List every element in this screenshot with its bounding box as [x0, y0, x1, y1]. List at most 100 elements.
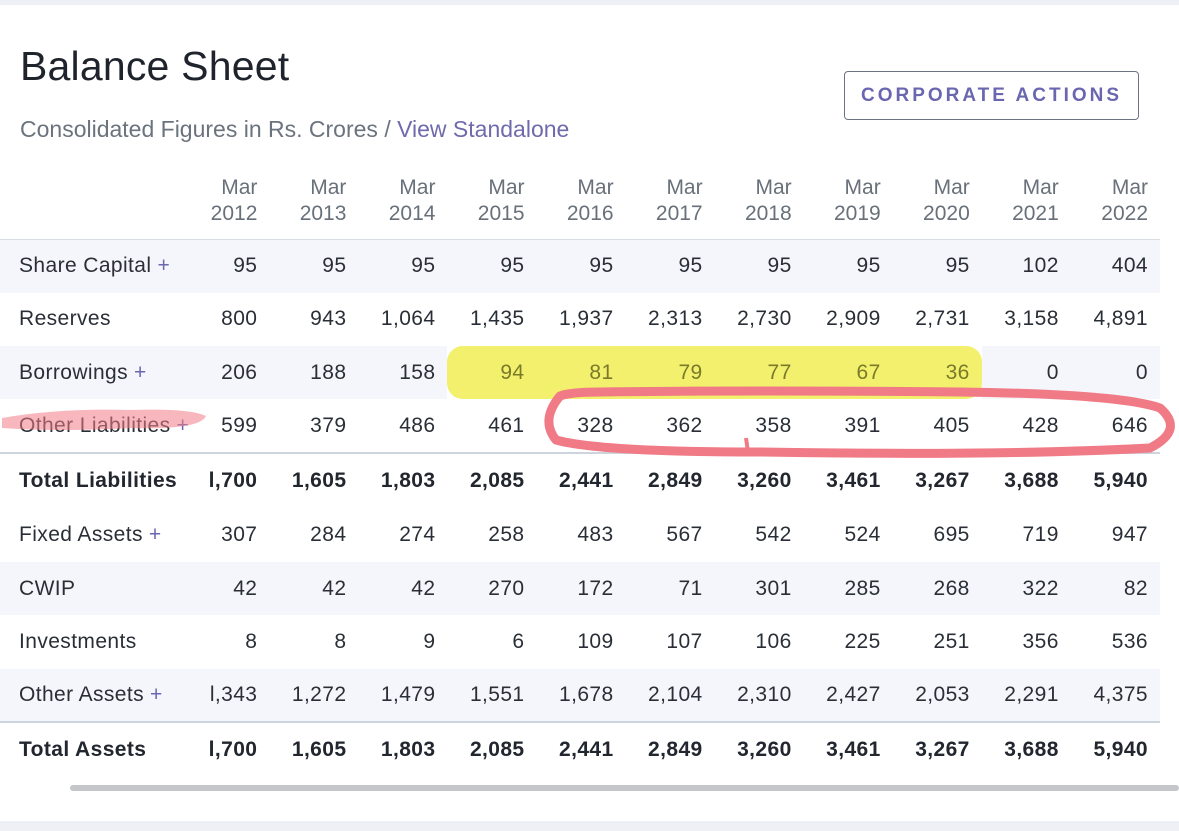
cell-value: 42 [322, 576, 347, 600]
cell-value: 270 [488, 576, 525, 600]
row-label: Total Assets [0, 722, 180, 778]
header-label-cell [0, 163, 181, 240]
cell-value: 67 [856, 360, 881, 384]
horizontal-scrollbar[interactable] [70, 785, 1179, 791]
table-cell: 106 [715, 615, 804, 668]
cell-value: 8 [334, 629, 347, 653]
table-cell: 2,104 [625, 668, 715, 723]
table-cell: 2,849 [626, 722, 715, 778]
cell-value: 0 [1135, 360, 1148, 384]
cell-value: 3,267 [915, 469, 970, 493]
balance-sheet-table: Mar 2012 Mar 2013 Mar 2014 Mar 2015 Mar 2016 Mar 20… [0, 163, 1160, 778]
column-year: 2012 [210, 202, 258, 225]
table-cell: l,700 [180, 451, 270, 509]
row-label: Reserves [0, 293, 180, 346]
cell-value: 358 [755, 413, 792, 437]
table-cell: 800 [180, 293, 269, 346]
expand-plus-icon[interactable]: + [134, 360, 147, 384]
cell-value: 0 [1046, 360, 1059, 384]
table-cell: 391 [804, 399, 893, 452]
column-month: Mar [844, 176, 881, 199]
cell-value: 274 [399, 523, 436, 547]
cell-value: 719 [1022, 523, 1059, 547]
cell-value: 3,260 [737, 738, 792, 762]
cell-value: 2,427 [826, 682, 881, 706]
column-month: Mar [221, 176, 258, 199]
corporate-actions-button[interactable]: CORPORATE ACTIONS [844, 71, 1139, 120]
row-label-text: CWIP [19, 576, 76, 600]
cell-value: 943 [310, 307, 347, 331]
table-cell: 2,085 [447, 451, 537, 509]
column-month: Mar [399, 176, 436, 199]
column-header-2014: Mar 2014 [358, 163, 448, 240]
table-cell: 109 [537, 615, 626, 668]
row-label-text: Share Capital [19, 254, 152, 278]
column-year: 2021 [1012, 202, 1059, 225]
table-row: Investments 8 8 9 6 109 107 106 225 251 356 536 [0, 615, 1160, 668]
row-label[interactable]: Share Capital + [0, 240, 180, 293]
expand-plus-icon[interactable]: + [150, 682, 163, 706]
column-header-2021: Mar 2021 [981, 163, 1071, 240]
table-cell: 284 [269, 509, 358, 562]
table-cell: 3,461 [804, 722, 893, 778]
table-cell: 358 [715, 399, 804, 452]
column-header-2016: Mar 2016 [536, 163, 626, 240]
table-cell: 328 [537, 399, 626, 452]
row-label[interactable]: Other Assets + [0, 668, 181, 723]
row-label[interactable]: Fixed Assets + [0, 509, 180, 562]
cell-value: 428 [1022, 413, 1059, 437]
table-row[interactable]: Other Liabilities +599 379 486 461 328 362 358 3… [0, 399, 1160, 452]
table-header: Mar 2012 Mar 2013 Mar 2014 Mar 2015 Mar 2016 Mar 20… [0, 163, 1160, 240]
cell-value: 4,375 [1093, 682, 1148, 706]
column-header-2012: Mar 2012 [180, 163, 270, 240]
expand-plus-icon[interactable]: + [157, 254, 171, 278]
table-cell: 3,267 [893, 722, 982, 778]
table-cell: 356 [982, 615, 1071, 668]
column-year: 2015 [477, 202, 525, 225]
cell-value: 461 [488, 413, 525, 437]
view-standalone-link[interactable]: View Standalone [397, 116, 570, 142]
table-cell: 95 [180, 240, 269, 293]
table-row[interactable]: Share Capital +95 95 95 95 95 95 95 95 95 102 404 [0, 239, 1160, 293]
table-row: Total Liabilities l,700 1,605 1,803 2,085 2,4… [0, 451, 1160, 509]
cell-value: 42 [411, 576, 436, 600]
cell-value: 1,272 [291, 682, 347, 706]
table-cell: 695 [893, 509, 982, 562]
cell-value: 95 [767, 254, 792, 278]
column-year: 2018 [744, 202, 792, 225]
cell-value: 225 [844, 629, 881, 653]
table-cell: 81 [536, 346, 626, 400]
row-label[interactable]: Borrowings + [0, 346, 180, 399]
table-cell: 404 [1071, 240, 1160, 293]
cell-value: 3,688 [1004, 469, 1059, 493]
cell-value: 404 [1111, 254, 1148, 278]
cell-value: 1,605 [291, 738, 347, 762]
table-cell: 5,940 [1070, 451, 1160, 509]
cell-value: 1,435 [469, 307, 525, 331]
table-row[interactable]: Other Assets + l,343 1,272 1,479 1,551 1,678 2,… [0, 668, 1160, 723]
cell-value: 2,291 [1004, 682, 1059, 706]
cell-value: 42 [233, 576, 258, 600]
cell-value: 1,803 [380, 469, 436, 493]
row-label[interactable]: Other Liabilities + [0, 399, 189, 452]
table-cell: 1,435 [447, 293, 536, 346]
cell-value: 71 [678, 576, 703, 600]
expand-plus-icon[interactable]: + [148, 523, 162, 547]
cell-value: 3,267 [915, 738, 970, 762]
cell-value: 36 [945, 360, 970, 384]
table-cell: 3,260 [714, 451, 804, 509]
table-cell: 0 [982, 346, 1071, 399]
expand-plus-icon[interactable]: + [176, 413, 190, 437]
table-cell: 42 [358, 562, 447, 615]
cell-value: 77 [767, 360, 792, 384]
row-label-text: Investments [19, 629, 137, 653]
table-row[interactable]: Fixed Assets +307 284 274 258 483 567 542 524 695… [0, 509, 1160, 562]
table-cell: 3,260 [715, 722, 804, 778]
table-cell: 36 [892, 346, 982, 400]
cell-value: 567 [666, 523, 703, 547]
table-cell: 1,551 [447, 668, 537, 723]
cell-value: 8 [245, 629, 258, 653]
table-cell: 486 [358, 399, 447, 452]
table-row[interactable]: Borrowings +206 188 158 94 81 79 77 67 36 0 0 [0, 346, 1160, 400]
table-cell: 2,085 [447, 722, 536, 778]
